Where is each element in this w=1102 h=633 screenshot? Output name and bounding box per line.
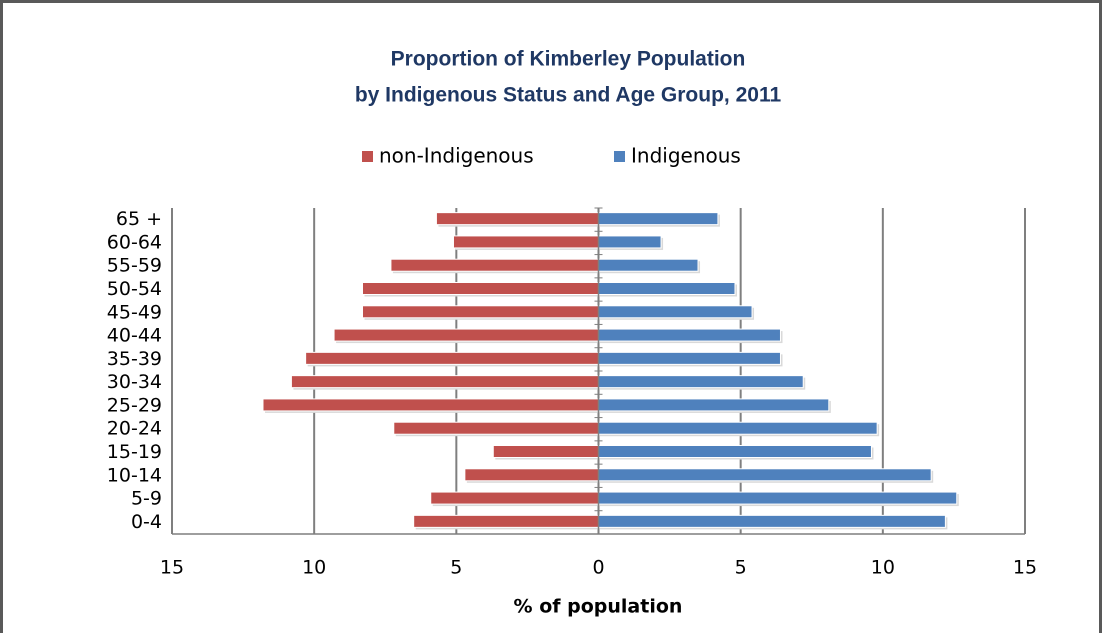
y-tick-label: 50-54 — [107, 278, 162, 300]
x-tick-label: 0 — [592, 557, 604, 579]
x-tick-label: 5 — [450, 557, 462, 579]
y-tick-label: 15-19 — [107, 441, 162, 463]
bar — [430, 491, 600, 505]
y-tick-label: 65 + — [116, 208, 162, 230]
bar — [598, 258, 699, 272]
bar — [598, 305, 753, 319]
bar — [413, 514, 599, 528]
x-tick-label: 5 — [735, 557, 747, 579]
bar — [598, 375, 804, 389]
y-tick-label: 35-39 — [107, 348, 162, 370]
x-tick-label: 10 — [871, 557, 895, 579]
y-tick-label: 45-49 — [107, 301, 162, 323]
x-tick-label: 10 — [302, 557, 326, 579]
x-tick-label: 15 — [1013, 557, 1037, 579]
bar — [598, 468, 932, 482]
bar — [598, 351, 781, 365]
bar — [333, 328, 599, 342]
bar — [305, 351, 599, 365]
x-axis-label: % of population — [514, 596, 683, 618]
bar — [390, 258, 600, 272]
x-tick-label: 15 — [160, 557, 184, 579]
y-tick-label: 55-59 — [107, 255, 162, 277]
y-tick-label: 40-44 — [107, 325, 162, 347]
y-tick-label: 5-9 — [131, 488, 162, 510]
y-tick-label: 20-24 — [107, 418, 162, 440]
bar — [598, 212, 719, 226]
bar — [598, 282, 736, 295]
y-tick-label: 60-64 — [107, 231, 162, 253]
bar — [598, 421, 878, 435]
legend-swatch — [614, 151, 625, 162]
bar — [598, 514, 946, 528]
bar — [452, 235, 599, 249]
chart-subtitle: by Indigenous Status and Age Group, 2011 — [355, 84, 782, 107]
legend-label: non-Indigenous — [379, 144, 534, 168]
bar — [435, 212, 599, 226]
bar — [598, 445, 872, 458]
bar — [598, 328, 781, 342]
legend-swatch — [362, 151, 373, 162]
bar — [290, 375, 599, 389]
bar — [262, 398, 599, 412]
y-tick-label: 30-34 — [107, 371, 162, 393]
y-tick-label: 0-4 — [131, 511, 162, 533]
y-tick-label: 10-14 — [107, 464, 162, 486]
bar — [362, 305, 599, 319]
y-tick-label: 25-29 — [107, 394, 162, 416]
bar — [598, 235, 662, 249]
bar — [393, 421, 599, 435]
bar — [598, 491, 958, 505]
bar — [492, 445, 599, 458]
bar — [464, 468, 600, 482]
bar — [598, 398, 830, 412]
legend-label: Indigenous — [631, 144, 741, 168]
chart-title: Proportion of Kimberley Population — [391, 48, 746, 71]
bar — [362, 282, 599, 295]
